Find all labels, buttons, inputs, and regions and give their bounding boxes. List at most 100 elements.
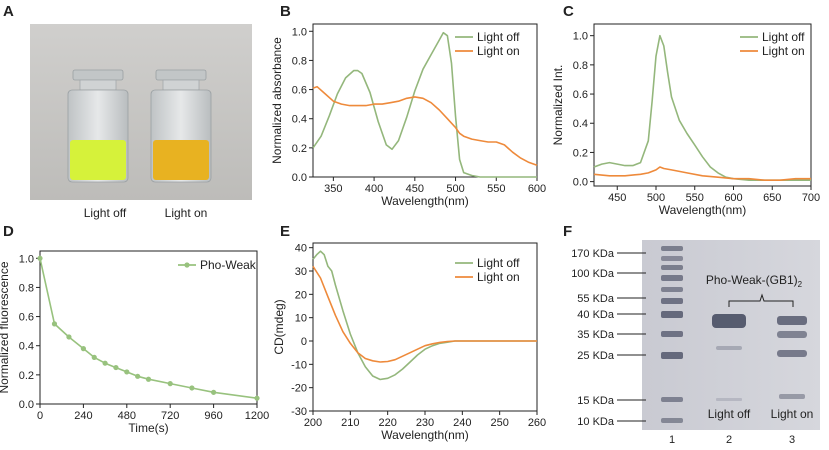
x-tick-label: 600: [528, 183, 546, 195]
x-tick-label: 1200: [245, 410, 269, 422]
x-tick-label: 550: [487, 183, 505, 195]
x-axis-label: Wavelength(nm): [381, 194, 469, 208]
plot-frame: [312, 23, 538, 178]
panel-label-f: F: [563, 223, 572, 240]
ladder-label-10: 10 KDa: [577, 416, 615, 428]
plot-frame: [39, 250, 258, 405]
x-tick-label: 350: [324, 183, 342, 195]
y-tick-label: -20: [291, 383, 307, 395]
x-tick-label: 700: [802, 192, 820, 204]
y-tick-label: 0.2: [573, 147, 588, 159]
lane-caption-light-on: Light on: [771, 407, 814, 421]
data-point: [113, 364, 119, 371]
y-axis-label: CD(mdeg): [272, 299, 286, 354]
protein-bracket: [728, 293, 794, 307]
series-line-light-off: [312, 31, 537, 178]
x-axis-label: Time(s): [128, 421, 168, 435]
legend-label: Light off: [762, 30, 805, 44]
x-tick-label: 230: [416, 417, 434, 429]
y-tick-label: 1.0: [292, 26, 307, 38]
data-point: [145, 376, 152, 382]
y-axis-label: Normalized absorbance: [270, 37, 284, 164]
ladder-label-15: 15 KDa: [577, 395, 615, 407]
lane-2-bands: [712, 314, 746, 401]
panel-label-b: B: [280, 3, 291, 20]
x-axis-label: Wavelength(nm): [659, 203, 747, 217]
y-tick-label: 30: [295, 266, 307, 278]
ladder-labels: 170 KDa 100 KDa 55 KDa 40 KDa 35 KDa 25 …: [571, 248, 646, 428]
data-point: [66, 334, 72, 340]
x-tick-label: 240: [453, 417, 471, 429]
legend-label: Light on: [477, 44, 520, 58]
x-tick-label: 220: [378, 417, 396, 429]
y-tick-label: 20: [295, 289, 307, 301]
y-tick-label: 1.0: [573, 31, 588, 43]
protein-label-main: Pho-Weak-(GB1): [706, 273, 798, 287]
data-point: [189, 385, 195, 391]
x-tick-label: 550: [686, 192, 704, 204]
x-tick-label: 480: [118, 410, 136, 422]
legend-marker: [184, 262, 190, 268]
x-tick-label: 720: [161, 410, 179, 422]
vial-light-on: [150, 69, 212, 183]
y-tick-label: 0.8: [573, 60, 588, 72]
ladder-label-100: 100 KDa: [571, 268, 615, 280]
legend-label: Light off: [477, 256, 520, 270]
chart-panel-d: D 0 240 480 720 960 1200 0.0 0.2 0.4 0.6 0.8 1.0 Time…: [0, 223, 269, 435]
protein-label-subscript: 2: [798, 280, 803, 289]
x-tick-label: 250: [490, 417, 508, 429]
ladder-label-40: 40 KDa: [577, 309, 615, 321]
y-tick-label: 0.6: [573, 89, 588, 101]
series-line-light-on: [593, 166, 811, 181]
data-point: [167, 381, 173, 387]
y-tick-label: 10: [295, 313, 307, 325]
x-tick-label: 500: [647, 192, 665, 204]
y-tick-label: -10: [291, 359, 307, 371]
y-tick-label: -30: [291, 406, 307, 418]
protein-label: Pho-Weak-(GB1)2: [706, 273, 803, 289]
y-tick-label: 0.6: [19, 312, 34, 324]
photo-background: [30, 24, 252, 200]
x-tick-label: 650: [763, 192, 781, 204]
liquid-light-off: [70, 140, 126, 180]
ladder-label-35: 35 KDa: [577, 329, 615, 341]
legend-label: Light off: [477, 30, 520, 44]
x-tick-label: 0: [37, 410, 43, 422]
data-point: [135, 373, 141, 379]
y-tick-label: 0.4: [19, 341, 34, 353]
chart-panel-b: B 350 400 450 500 550 600 0.0 0.2 0.4 0.6 0.8 1.0 Wav…: [270, 3, 546, 208]
x-tick-label: 400: [365, 183, 383, 195]
panel-label-c: C: [563, 3, 574, 20]
vial-caption-light-off: Light off: [84, 206, 127, 220]
data-point: [51, 321, 58, 327]
ladder-lane: [661, 246, 683, 423]
liquid-light-on: [153, 140, 209, 180]
ladder-label-25: 25 KDa: [577, 350, 615, 362]
data-point: [37, 255, 43, 261]
plot-frame: [593, 23, 812, 187]
y-tick-label: 0: [301, 336, 307, 348]
y-tick-label: 40: [295, 243, 307, 255]
legend-label: Pho-Weak: [200, 258, 257, 272]
lane-3-bands: [777, 316, 807, 399]
y-tick-label: 0.8: [19, 282, 34, 294]
lane-number-3: 3: [789, 434, 795, 446]
vial-light-off: [67, 69, 129, 183]
y-tick-label: 0.0: [19, 399, 34, 411]
x-tick-label: 500: [446, 183, 464, 195]
x-tick-label: 600: [724, 192, 742, 204]
x-tick-label: 450: [608, 192, 626, 204]
x-tick-label: 210: [341, 417, 359, 429]
panel-label-a: A: [3, 3, 14, 20]
data-point: [91, 354, 97, 360]
y-tick-label: 0.0: [573, 177, 588, 189]
legend-label: Light on: [762, 44, 805, 58]
lane-number-1: 1: [669, 434, 675, 446]
y-tick-label: 1.0: [19, 253, 34, 265]
y-tick-label: 0.2: [292, 143, 307, 155]
data-point: [254, 395, 260, 401]
y-tick-label: 0.4: [292, 114, 307, 126]
data-point: [211, 389, 217, 395]
data-point: [102, 360, 108, 366]
chart-panel-e: E 200 210 220 230 240 250 260 -30 -20 -10 0 10 20 30 40…: [272, 223, 546, 442]
